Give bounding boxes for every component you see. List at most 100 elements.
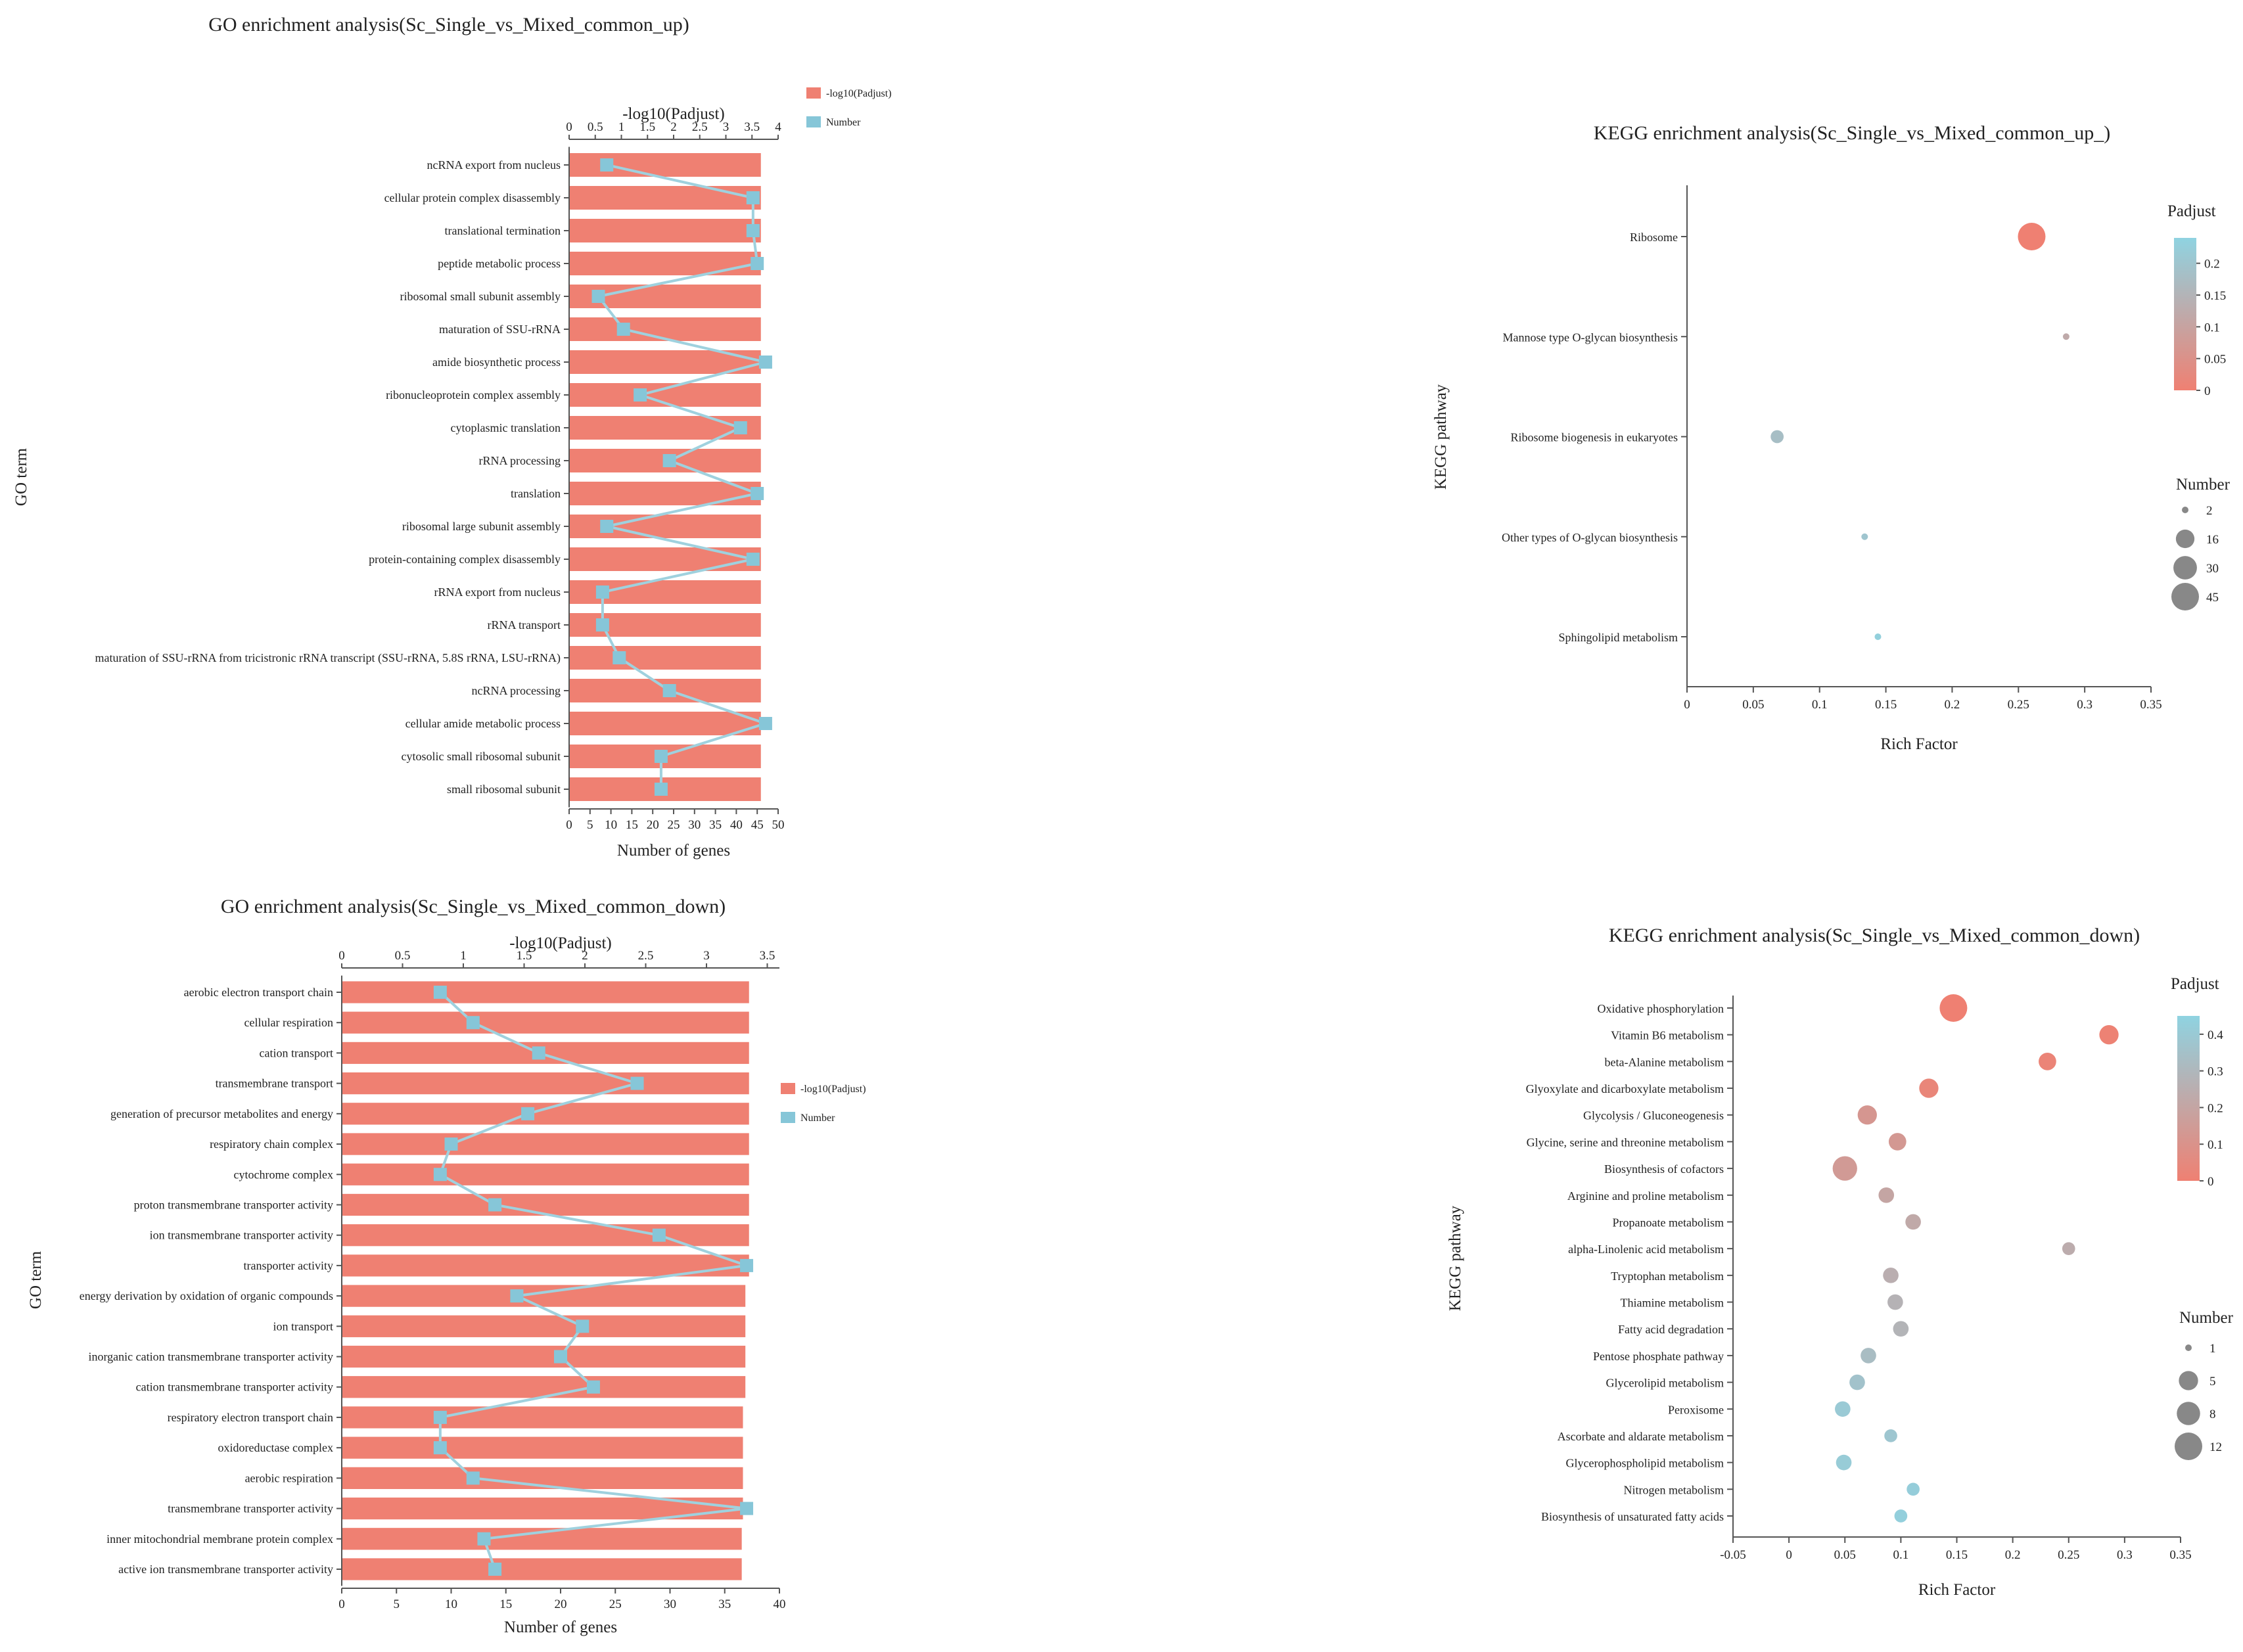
kegg_down-category-label: Vitamin B6 metabolism xyxy=(1611,1029,1724,1042)
kegg_down-size-legend-circle xyxy=(2179,1371,2198,1390)
kegg_down-colorbar-tick-label: 0.2 xyxy=(2208,1101,2223,1115)
kegg_up-size-legend-label: 30 xyxy=(2206,562,2219,576)
go_up-category-label: cytosolic small ribosomal subunit xyxy=(402,750,561,763)
kegg_down-bubble xyxy=(2039,1053,2056,1070)
go_down-category-label: cytochrome complex xyxy=(234,1168,333,1181)
kegg_down-bubble xyxy=(1888,1133,1907,1151)
go_up-category-label: protein-containing complex disassembly xyxy=(369,553,561,566)
go_down-category-label: transmembrane transporter activity xyxy=(168,1502,333,1515)
go_up-category-label: ribonucleoprotein complex assembly xyxy=(386,388,561,402)
kegg_up-size-legend-label: 2 xyxy=(2206,504,2213,518)
go_down-y-axis-title: GO term xyxy=(27,1250,45,1309)
go_up-bar xyxy=(569,646,761,670)
go_down-top-tick-label: 1 xyxy=(460,949,467,963)
go_down-category-label: inorganic cation transmembrane transport… xyxy=(88,1350,333,1364)
go_down-x-tick-label: 30 xyxy=(664,1597,676,1611)
kegg_down-category-label: Biosynthesis of unsaturated fatty acids xyxy=(1541,1510,1724,1523)
go_down-category-label: transporter activity xyxy=(244,1259,333,1272)
go_down-title: GO enrichment analysis(Sc_Single_vs_Mixe… xyxy=(221,896,726,917)
go_up-bar xyxy=(569,219,761,242)
kegg_down-size-legend-label: 8 xyxy=(2209,1408,2216,1421)
go_down-category-label: ion transport xyxy=(273,1319,334,1333)
go_down-category-label: cation transmembrane transporter activit… xyxy=(136,1381,333,1394)
go_up-category-label: translational termination xyxy=(445,224,561,237)
go_down-top-tick-label: 0 xyxy=(338,949,345,963)
kegg_down-category-label: Glycerolipid metabolism xyxy=(1606,1377,1724,1390)
go_down-top-tick-label: 3.5 xyxy=(760,949,775,963)
go_up-number-marker xyxy=(662,684,676,697)
kegg_down-bubble xyxy=(1887,1294,1903,1310)
kegg_down-bubble xyxy=(2062,1242,2075,1255)
go_down-top-axis-title: -log10(Padjust) xyxy=(509,934,612,952)
kegg_up-x-tick-label: 0.15 xyxy=(1875,698,1897,712)
go_down-number-marker xyxy=(740,1258,754,1272)
kegg_down-size-legend-circle xyxy=(2177,1402,2200,1425)
go_up-x-tick-label: 5 xyxy=(587,818,593,832)
go_up-top-tick-label: 4 xyxy=(775,120,781,134)
kegg_up-x-tick-label: 0.25 xyxy=(2008,698,2029,712)
go_up-bar xyxy=(569,515,761,538)
kegg_down-bubble xyxy=(1857,1105,1877,1125)
kegg_down-bubble xyxy=(1835,1401,1851,1417)
kegg_down-x-tick-label: 0.3 xyxy=(2117,1548,2133,1562)
kegg_up-size-legend-circle xyxy=(2173,556,2197,580)
go_down-x-tick-label: 15 xyxy=(499,1597,512,1611)
go_down-bar xyxy=(342,1315,746,1337)
kegg_down-category-label: Arginine and proline metabolism xyxy=(1567,1189,1724,1203)
go_up-category-label: maturation of SSU-rRNA from tricistronic… xyxy=(95,651,561,665)
go_up-number-marker xyxy=(613,651,626,664)
kegg_down-category-label: Biosynthesis of cofactors xyxy=(1604,1162,1724,1176)
go_down-number-marker xyxy=(740,1502,754,1515)
kegg_down-size-legend-label: 5 xyxy=(2209,1375,2216,1388)
go_up-x-tick-label: 45 xyxy=(751,818,764,832)
kegg_down-colorbar-tick-label: 0 xyxy=(2208,1175,2214,1189)
go_down-number-marker xyxy=(433,986,447,999)
kegg_down-size-legend-circle xyxy=(2185,1344,2192,1351)
go_down-number-marker xyxy=(586,1380,600,1394)
kegg_up-colorbar-tick-label: 0.15 xyxy=(2204,289,2226,303)
go_up-bar xyxy=(569,186,761,210)
kegg_up-colorbar xyxy=(2174,238,2196,390)
go_up-legend-swatch-padjust xyxy=(806,87,821,99)
go_up-top-tick-label: 0.5 xyxy=(588,120,603,134)
kegg_up-color-legend-title: Padjust xyxy=(2167,202,2216,220)
go_up-category-label: cellular protein complex disassembly xyxy=(384,191,561,204)
kegg_down-category-label: Pentose phosphate pathway xyxy=(1593,1350,1724,1363)
go_up-title: GO enrichment analysis(Sc_Single_vs_Mixe… xyxy=(208,14,689,35)
kegg_down-bubble xyxy=(1836,1454,1852,1471)
go_down-category-label: energy derivation by oxidation of organi… xyxy=(80,1289,333,1302)
go_down-x-tick-label: 25 xyxy=(609,1597,622,1611)
kegg_down-colorbar-tick-label: 0.1 xyxy=(2208,1138,2223,1152)
kegg_down-bubble xyxy=(2099,1025,2119,1045)
go_down-legend-label: Number xyxy=(800,1113,835,1124)
go_up-number-marker xyxy=(758,356,772,369)
kegg_down-category-label: alpha-Linolenic acid metabolism xyxy=(1568,1243,1724,1256)
go_down-category-label: respiratory chain complex xyxy=(210,1137,333,1151)
go_down-x-tick-label: 40 xyxy=(774,1597,786,1611)
kegg_down-category-label: Ascorbate and aldarate metabolism xyxy=(1558,1430,1724,1443)
go_down-number-marker xyxy=(466,1471,480,1485)
go_up-bar xyxy=(569,482,761,505)
go_up-top-tick-label: 2.5 xyxy=(692,120,708,134)
go_up-x-tick-label: 0 xyxy=(566,818,572,832)
go_down-x-tick-label: 0 xyxy=(338,1597,345,1611)
go_up-top-tick-label: 3.5 xyxy=(744,120,760,134)
kegg_down-title: KEGG enrichment analysis(Sc_Single_vs_Mi… xyxy=(1609,925,2140,946)
go_down-number-marker xyxy=(521,1107,535,1120)
kegg_up-x-tick-label: 0.1 xyxy=(1812,698,1828,712)
go_down-category-label: inner mitochondrial membrane protein com… xyxy=(106,1532,333,1546)
go_up-number-marker xyxy=(634,388,647,402)
go_up-legend-label: Number xyxy=(826,117,861,128)
go_down-number-marker xyxy=(488,1563,502,1576)
go_down-bar xyxy=(342,1133,749,1155)
kegg_down-bubble xyxy=(1905,1214,1921,1230)
go_down-category-label: active ion transmembrane transporter act… xyxy=(118,1563,333,1576)
kegg_up-x-tick-label: 0.35 xyxy=(2140,698,2162,712)
kegg_up-size-legend-label: 16 xyxy=(2206,533,2219,547)
go_up-number-marker xyxy=(591,290,605,303)
go_up-number-marker xyxy=(746,553,760,566)
kegg_up-category-label: Sphingolipid metabolism xyxy=(1558,631,1678,644)
kegg_down-size-legend-label: 12 xyxy=(2209,1440,2222,1454)
kegg_down-y-axis-title: KEGG pathway xyxy=(1446,1205,1464,1311)
